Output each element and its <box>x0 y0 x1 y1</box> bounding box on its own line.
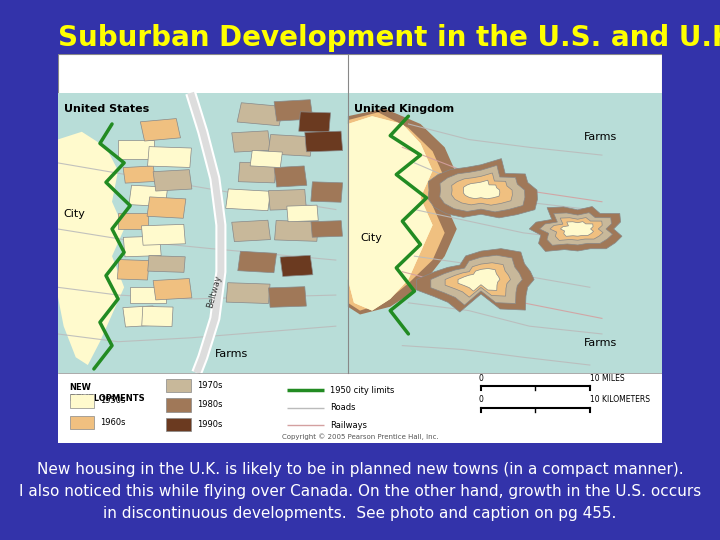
Polygon shape <box>348 116 433 310</box>
Polygon shape <box>299 112 330 132</box>
Polygon shape <box>305 131 343 152</box>
Text: NEW
DEVELOPMENTS: NEW DEVELOPMENTS <box>70 382 145 403</box>
Polygon shape <box>117 260 149 280</box>
Polygon shape <box>237 103 283 126</box>
Polygon shape <box>118 139 154 159</box>
Polygon shape <box>130 287 166 303</box>
Polygon shape <box>311 182 343 202</box>
Bar <box>166 379 191 392</box>
Text: Railways: Railways <box>330 421 366 430</box>
Polygon shape <box>280 255 313 276</box>
Bar <box>70 394 94 408</box>
Polygon shape <box>431 255 522 305</box>
Polygon shape <box>238 251 276 273</box>
Polygon shape <box>250 150 282 167</box>
Polygon shape <box>416 248 534 312</box>
Text: 0: 0 <box>479 395 483 404</box>
Polygon shape <box>428 159 537 218</box>
Text: 1980s: 1980s <box>197 400 222 409</box>
Bar <box>58 373 662 443</box>
Bar <box>70 416 94 429</box>
Polygon shape <box>147 197 186 218</box>
Text: New housing in the U.K. is likely to be in planned new towns (in a compact manne: New housing in the U.K. is likely to be … <box>19 462 701 521</box>
Polygon shape <box>153 170 192 191</box>
Text: 1970s: 1970s <box>197 381 222 390</box>
Text: 0: 0 <box>479 374 483 383</box>
Text: City: City <box>360 233 382 242</box>
Polygon shape <box>311 221 343 237</box>
Bar <box>58 93 662 373</box>
Polygon shape <box>142 225 185 245</box>
Text: Farms: Farms <box>215 349 248 359</box>
Text: 1990s: 1990s <box>197 420 222 429</box>
Polygon shape <box>238 162 276 183</box>
Polygon shape <box>287 205 318 222</box>
Text: 10 MILES: 10 MILES <box>590 374 624 383</box>
Polygon shape <box>451 173 513 205</box>
Polygon shape <box>348 116 433 310</box>
Polygon shape <box>458 268 500 291</box>
Polygon shape <box>142 306 173 327</box>
Polygon shape <box>225 189 271 211</box>
Text: Suburban Development in the U.S. and U.K.: Suburban Development in the U.S. and U.K… <box>58 24 720 52</box>
Text: Farms: Farms <box>584 338 617 348</box>
Polygon shape <box>550 218 603 240</box>
Polygon shape <box>269 287 306 307</box>
Polygon shape <box>232 131 271 152</box>
Text: City: City <box>63 210 86 219</box>
Polygon shape <box>148 255 185 272</box>
Text: Farms: Farms <box>584 132 617 141</box>
Text: United States: United States <box>63 104 149 114</box>
Polygon shape <box>529 206 622 252</box>
Polygon shape <box>123 306 156 327</box>
Polygon shape <box>348 116 433 310</box>
Text: 1960s: 1960s <box>100 418 125 427</box>
Polygon shape <box>440 165 525 212</box>
Polygon shape <box>153 279 192 300</box>
Polygon shape <box>58 132 124 365</box>
Polygon shape <box>540 213 613 245</box>
Polygon shape <box>348 112 445 310</box>
Polygon shape <box>129 185 168 207</box>
Bar <box>166 417 191 431</box>
Text: Beltway: Beltway <box>206 274 223 309</box>
Text: 10 KILOMETERS: 10 KILOMETERS <box>590 395 650 404</box>
Polygon shape <box>274 166 307 187</box>
Polygon shape <box>148 147 192 167</box>
Text: Copyright © 2005 Pearson Prentice Hall, Inc.: Copyright © 2005 Pearson Prentice Hall, … <box>282 433 438 440</box>
Polygon shape <box>140 119 181 141</box>
Polygon shape <box>226 283 270 303</box>
Polygon shape <box>463 180 500 199</box>
Text: United Kingdom: United Kingdom <box>354 104 454 114</box>
Text: 1950s: 1950s <box>100 396 125 406</box>
Polygon shape <box>123 166 156 183</box>
Polygon shape <box>118 213 148 229</box>
Polygon shape <box>123 236 161 257</box>
Polygon shape <box>232 220 271 241</box>
Polygon shape <box>269 190 306 210</box>
Polygon shape <box>274 100 313 121</box>
Polygon shape <box>445 263 510 297</box>
Text: 1950 city limits: 1950 city limits <box>330 386 394 395</box>
Polygon shape <box>268 134 313 156</box>
Polygon shape <box>348 109 456 314</box>
Text: Roads: Roads <box>330 403 355 413</box>
Polygon shape <box>560 221 593 237</box>
Bar <box>166 398 191 411</box>
Polygon shape <box>274 220 318 241</box>
